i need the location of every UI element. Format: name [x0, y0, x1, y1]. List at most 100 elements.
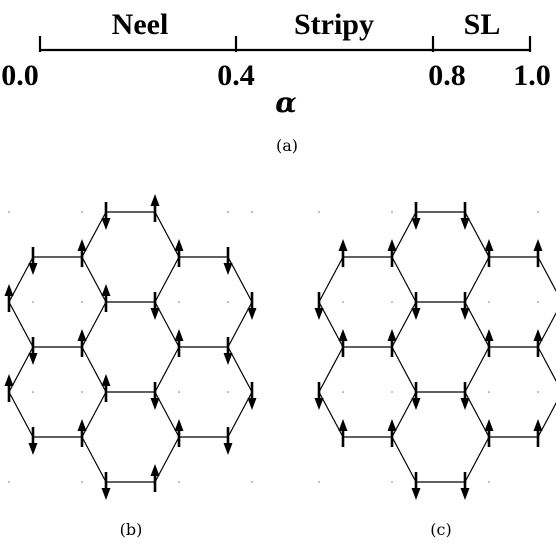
- lattice-b-bond: [8, 391, 34, 438]
- lattice-c-bond: [318, 301, 344, 348]
- lattice-b-site-dot: [227, 211, 229, 213]
- tick-label-3: 1.0: [513, 59, 551, 92]
- lattice-b-site-dot: [227, 391, 229, 393]
- caption-c: (c): [430, 520, 451, 539]
- lattice-b-spin-up-arrow: [174, 329, 184, 357]
- lattice-c-spin-up-arrow: [338, 329, 348, 357]
- lattice-b-site-dot: [32, 301, 34, 303]
- lattice-c-spin-down-arrow: [460, 382, 470, 410]
- phase-label-sl: SL: [464, 8, 501, 41]
- tick-label-1: 0.4: [217, 59, 255, 92]
- lattice-b-spin-up-arrow: [77, 419, 87, 447]
- lattice-b-site-dot: [178, 391, 180, 393]
- lattice-b-spin-down-arrow: [101, 202, 111, 230]
- lattice-c-bond: [537, 346, 556, 383]
- lattice-b-spin-down-arrow: [223, 427, 233, 455]
- lattice-c-bond: [464, 211, 490, 258]
- lattice-b-bond: [154, 346, 180, 393]
- lattice-c-bond: [464, 301, 490, 348]
- lattice-b-bond: [154, 301, 180, 348]
- lattice-b-spin-up-arrow: [4, 284, 14, 312]
- lattice-c-spin-up-arrow: [484, 419, 494, 447]
- lattice-b-spin-up-arrow: [4, 374, 14, 402]
- lattice-c-spin-up-arrow: [533, 419, 543, 447]
- lattice-b-spin-down-arrow: [223, 337, 233, 365]
- lattice-c-site-dot: [391, 301, 393, 303]
- phase-label-neel: Neel: [112, 8, 169, 41]
- lattice-c-bond: [464, 346, 490, 393]
- lattice-b-site-dot: [32, 391, 34, 393]
- lattice-b-spin-up-arrow: [101, 374, 111, 402]
- lattice-c-spin-up-arrow: [387, 329, 397, 357]
- lattice-b-site-dot: [251, 211, 253, 213]
- lattice-b-bond: [81, 436, 107, 483]
- lattice-c-bond: [537, 256, 556, 293]
- lattice-b-spin-down-arrow: [247, 382, 257, 410]
- lattice-b-bond: [81, 211, 107, 258]
- lattice-c-site-dot: [537, 301, 539, 303]
- lattice-b-bond: [154, 211, 180, 258]
- lattice-c-site-dot: [488, 481, 490, 483]
- lattice-c-spin-down-arrow: [314, 292, 324, 320]
- lattice-b-bond: [154, 256, 180, 303]
- lattice-c-spin-down-arrow: [411, 382, 421, 410]
- lattice-c-bond: [391, 436, 417, 483]
- lattice-b-spin-up-arrow: [150, 464, 160, 492]
- lattice-b-bond: [81, 301, 107, 348]
- caption-b: (b): [120, 520, 143, 539]
- lattice-c-site-dot: [488, 301, 490, 303]
- lattice-b-bond: [227, 391, 253, 438]
- lattice-c-bond: [464, 391, 490, 438]
- lattice-c-spin-down-arrow: [460, 292, 470, 320]
- lattice-c-site-dot: [391, 391, 393, 393]
- lattice-b-bond: [81, 391, 107, 438]
- lattice-b-site-dot: [8, 211, 10, 213]
- lattice-b-spin-up-arrow: [174, 239, 184, 267]
- lattice-b-site-dot: [178, 481, 180, 483]
- lattice-c-bond: [318, 346, 344, 393]
- lattice-c-spin-down-arrow: [411, 472, 421, 500]
- phase-label-stripy: Stripy: [294, 8, 374, 41]
- lattice-b-site-dot: [81, 301, 83, 303]
- lattice-b-site-dot: [81, 211, 83, 213]
- lattice-b-spin-down-arrow: [223, 247, 233, 275]
- lattice-c-spin-up-arrow: [387, 239, 397, 267]
- lattice-b-spin-up-arrow: [150, 194, 160, 222]
- lattice-b-bond: [227, 346, 253, 393]
- lattice-b-site-dot: [178, 301, 180, 303]
- lattice-b-bond: [154, 436, 180, 483]
- lattice-c-spin-down-arrow: [411, 202, 421, 230]
- lattice-c: [314, 202, 556, 500]
- lattice-c-site-dot: [488, 391, 490, 393]
- lattice-b-site-dot: [81, 391, 83, 393]
- lattice-b-site-dot: [8, 481, 10, 483]
- lattice-c-bond: [391, 391, 417, 438]
- lattice-c-bond: [391, 301, 417, 348]
- lattice-c-spin-down-arrow: [314, 382, 324, 410]
- lattice-c-spin-up-arrow: [484, 329, 494, 357]
- lattice-c-site-dot: [318, 211, 320, 213]
- lattice-b-bond: [8, 301, 34, 348]
- lattice-c-site-dot: [318, 481, 320, 483]
- lattice-b-spin-down-arrow: [28, 337, 38, 365]
- lattice-c-site-dot: [342, 301, 344, 303]
- lattice-c-site-dot: [342, 391, 344, 393]
- lattice-c-spin-down-arrow: [460, 202, 470, 230]
- lattice-b-spin-down-arrow: [150, 292, 160, 320]
- lattice-c-bond: [391, 256, 417, 303]
- lattice-b-bond: [8, 256, 34, 303]
- lattice-b: [4, 194, 257, 500]
- caption-a: (a): [276, 136, 298, 155]
- lattice-c-bond: [391, 346, 417, 393]
- phase-diagram: Neel Stripy SL 0.0 0.4 0.8 1.0 α (a): [1, 8, 551, 155]
- tick-label-2: 0.8: [428, 59, 466, 92]
- lattice-c-spin-up-arrow: [338, 239, 348, 267]
- lattice-b-bond: [8, 346, 34, 393]
- lattice-c-bond: [391, 211, 417, 258]
- lattice-b-bond: [154, 391, 180, 438]
- axis-symbol: α: [275, 86, 297, 119]
- lattice-c-bond: [464, 436, 490, 483]
- lattice-c-site-dot: [391, 211, 393, 213]
- lattice-b-spin-up-arrow: [101, 284, 111, 312]
